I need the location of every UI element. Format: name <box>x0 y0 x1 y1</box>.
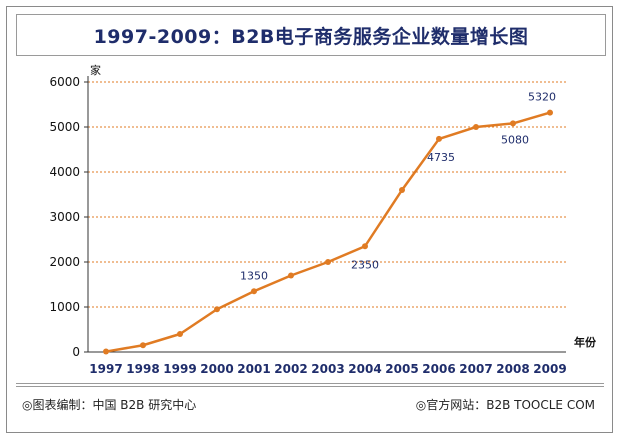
x-tick-label: 2008 <box>496 362 529 376</box>
data-labels: 1350 2350 4735 5080 5320 <box>240 91 556 283</box>
x-tick-label: 2001 <box>237 362 270 376</box>
data-point <box>288 272 294 279</box>
data-point <box>436 135 442 142</box>
gridlines <box>88 81 566 308</box>
x-tick-labels: 1997 1998 1999 2000 2001 2002 2003 2004 2005 2006… <box>89 362 566 376</box>
chart-frame <box>6 6 613 433</box>
y-tick-label: 2000 <box>49 255 80 269</box>
data-label: 5080 <box>501 133 529 146</box>
x-tick-label: 2002 <box>274 362 307 376</box>
x-tick-label: 2007 <box>459 362 492 376</box>
x-tick-label: 2006 <box>422 362 455 376</box>
y-tick-label: 0 <box>72 345 80 359</box>
data-point <box>177 331 183 337</box>
x-tick-label: 1999 <box>163 362 196 376</box>
data-point <box>251 288 257 295</box>
y-tick-labels: 0 1000 2000 3000 4000 5000 6000 <box>49 75 80 359</box>
data-point <box>103 348 109 355</box>
footer-website: ◎官方网站：B2B TOOCLE COM <box>415 398 595 412</box>
y-tick-label: 3000 <box>49 210 80 224</box>
series-line-path <box>105 111 551 353</box>
chart-title: 1997-2009：B2B电子商务服务企业数量增长图 <box>93 25 529 48</box>
footer-divider-bottom <box>16 386 604 387</box>
axes <box>84 76 566 353</box>
y-tick-label: 1000 <box>49 300 80 314</box>
x-tick-label: 1997 <box>89 362 122 376</box>
series-line <box>105 111 551 353</box>
data-label: 2350 <box>351 258 379 271</box>
data-point <box>473 124 479 130</box>
x-tick-label: 2003 <box>311 362 344 376</box>
data-label: 4735 <box>427 151 455 164</box>
data-label: 5320 <box>528 91 556 104</box>
y-tick-label: 5000 <box>49 120 80 134</box>
data-point <box>399 187 405 193</box>
y-tick-label: 6000 <box>49 75 80 89</box>
data-point <box>362 243 368 250</box>
footer-source: ◎图表编制：中国 B2B 研究中心 <box>22 398 197 412</box>
x-tick-label: 2000 <box>200 362 233 376</box>
data-point <box>325 259 331 265</box>
data-label: 1350 <box>240 269 268 282</box>
footer-divider-top <box>16 383 604 384</box>
y-unit-label: 家 <box>90 63 101 77</box>
x-tick-label: 2005 <box>385 362 418 376</box>
data-point <box>140 342 146 349</box>
data-points <box>103 109 553 355</box>
x-tick-label: 2004 <box>348 362 381 376</box>
x-tick-label: 2009 <box>533 362 566 376</box>
y-tick-label: 4000 <box>49 165 80 179</box>
data-point <box>510 120 516 127</box>
x-unit-label: 年份 <box>574 335 597 349</box>
x-tick-label: 1998 <box>126 362 159 376</box>
title-box: 1997-2009：B2B电子商务服务企业数量增长图 <box>16 14 606 56</box>
data-point <box>214 306 220 313</box>
data-point <box>547 109 553 116</box>
